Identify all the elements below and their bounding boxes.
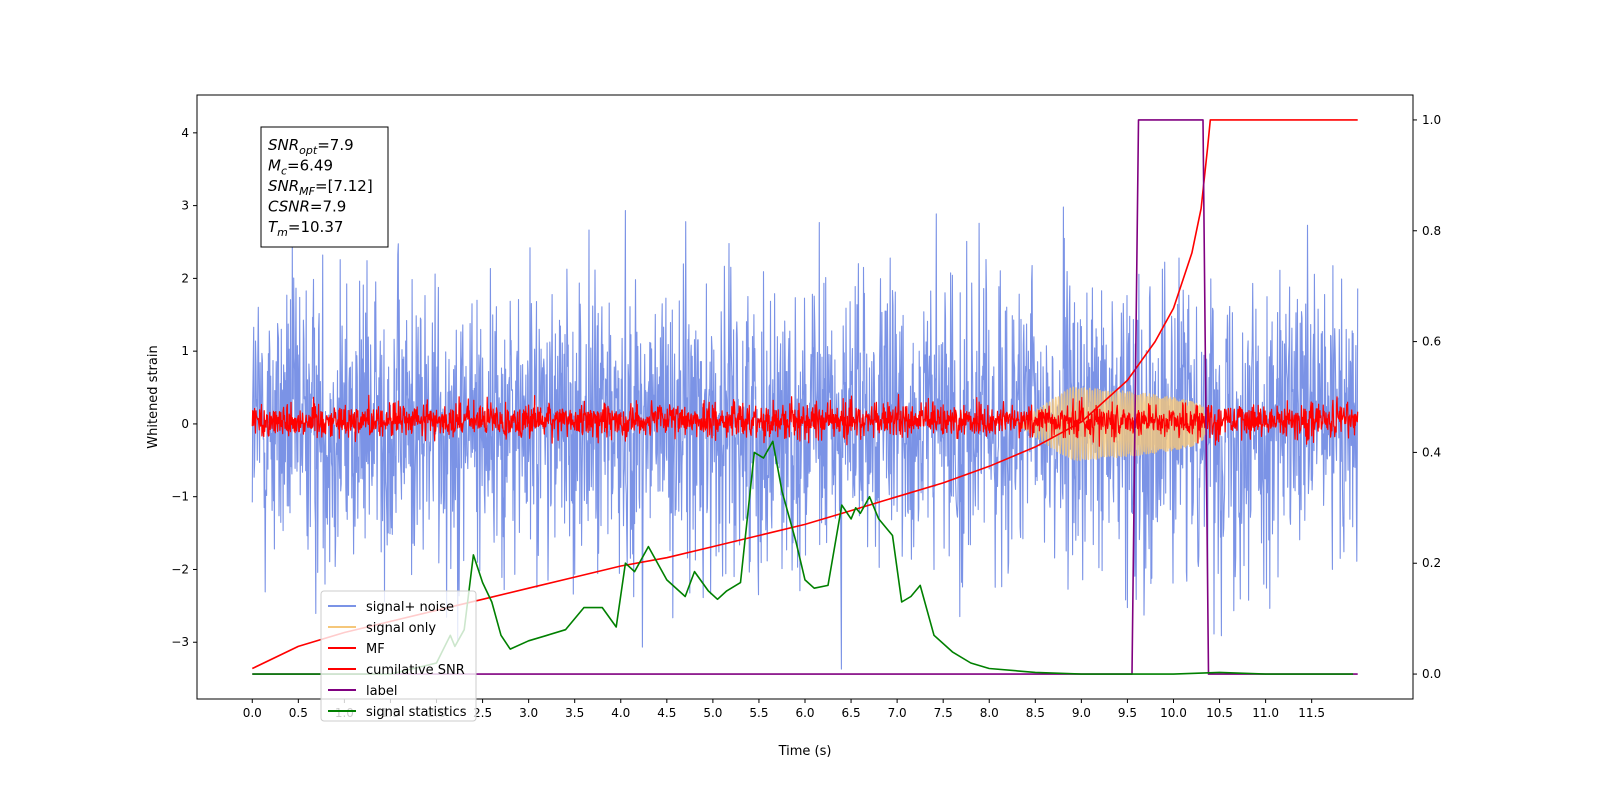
series-signal-statistics (252, 440, 1354, 675)
x-tick-label: 4.0 (611, 706, 630, 720)
y-left-tick-label: 2 (181, 271, 189, 285)
x-tick-label: 10.0 (1160, 706, 1187, 720)
x-tick-label: 9.5 (1118, 706, 1137, 720)
x-tick-label: 11.0 (1252, 706, 1279, 720)
x-tick-label: 4.5 (657, 706, 676, 720)
x-tick-label: 10.5 (1206, 706, 1233, 720)
series-mf (251, 393, 1359, 447)
legend-label: MF (366, 642, 385, 657)
y-left-tick-label: 0 (181, 417, 189, 431)
legend-label: cumilative SNR (366, 663, 465, 678)
y-left-tick-label: −1 (171, 490, 189, 504)
y-right-tick-label: 0.0 (1422, 667, 1441, 681)
y-right-tick-label: 0.2 (1422, 556, 1441, 570)
annotation-line: SNRMF=[7.12] (268, 177, 373, 198)
x-tick-label: 3.0 (519, 706, 538, 720)
annotation-line: SNRopt=7.9 (268, 136, 354, 157)
y-right-tick-label: 0.4 (1422, 445, 1441, 459)
y-left-tick-label: −3 (171, 635, 189, 649)
x-tick-label: 5.0 (703, 706, 722, 720)
x-tick-label: 9.0 (1072, 706, 1091, 720)
x-tick-label: 0.5 (289, 706, 308, 720)
y-left-tick-label: 1 (181, 344, 189, 358)
legend-label: signal+ noise (366, 600, 454, 615)
y-left-tick-label: 4 (181, 126, 189, 140)
y-axis-label: Whitened strain (146, 345, 161, 448)
x-tick-label: 7.0 (888, 706, 907, 720)
x-tick-label: 7.5 (934, 706, 953, 720)
legend-frame (320, 590, 477, 722)
annotation-frame (260, 126, 389, 248)
y-right-tick-label: 0.8 (1422, 224, 1441, 238)
x-tick-label: 5.5 (749, 706, 768, 720)
series-label (252, 119, 1358, 675)
x-tick-label: 0.0 (243, 706, 262, 720)
y-right-tick-label: 1.0 (1422, 113, 1441, 127)
legend-label: signal only (366, 621, 436, 636)
x-tick-label: 8.0 (980, 706, 999, 720)
y-left-tick-label: −2 (171, 562, 189, 576)
x-axis-label: Time (s) (778, 744, 832, 759)
x-tick-label: 11.5 (1298, 706, 1325, 720)
x-tick-label: 2.5 (473, 706, 492, 720)
legend-label: signal statistics (366, 705, 467, 720)
legend-label: label (366, 684, 397, 699)
y-left-tick-label: 3 (181, 199, 189, 213)
x-tick-label: 6.5 (842, 706, 861, 720)
x-tick-label: 8.5 (1026, 706, 1045, 720)
legend: signal+ noise signal only MF cumilative SNR… (320, 590, 477, 722)
x-tick-label: 6.0 (795, 706, 814, 720)
annotation-line: Tm=10.37 (268, 218, 343, 239)
annotation-line: Mc=6.49 (268, 157, 333, 178)
y-right-tick-label: 0.6 (1422, 335, 1441, 349)
annotation-line: CSNR=7.9 (268, 198, 346, 216)
x-tick-label: 3.5 (565, 706, 584, 720)
